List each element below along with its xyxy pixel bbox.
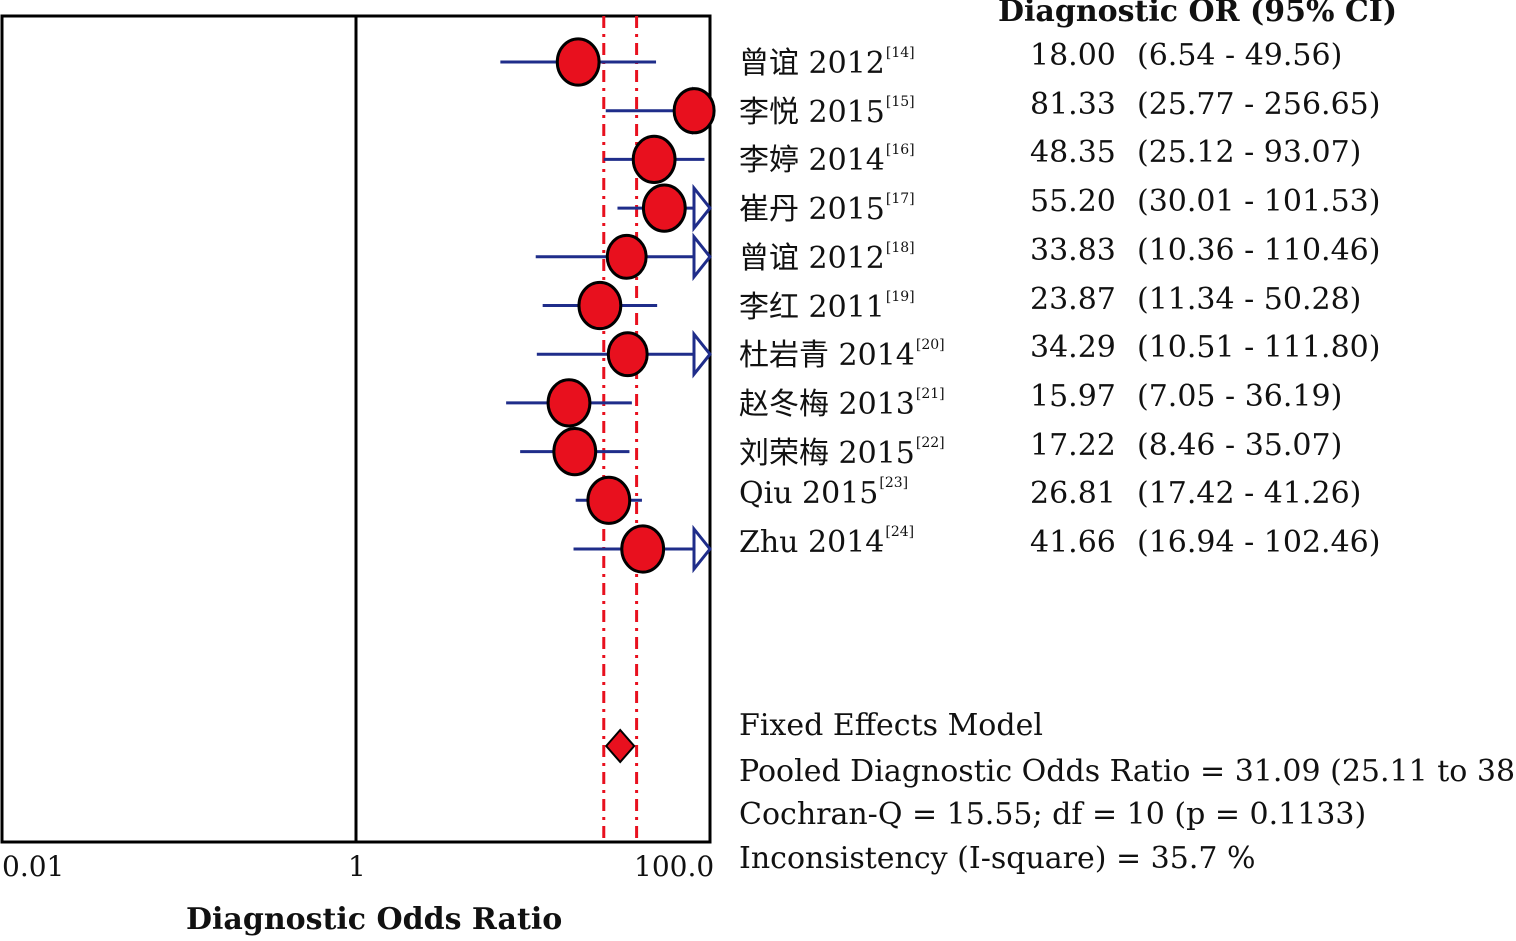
study-row: 李婷 2014[16] 48.35 (25.12 - 93.07): [0, 135, 1516, 178]
study-name: 李悦 2015[15]: [739, 93, 915, 130]
summary-pooled-or: Pooled Diagnostic Odds Ratio = 31.09 (25…: [739, 754, 1516, 789]
x-tick-label: 0.01: [2, 850, 65, 883]
study-or-value: 81.33: [1030, 86, 1116, 122]
or-point: [631, 134, 677, 184]
study-row: 曾谊 2012[14] 18.00 (6.54 - 49.56): [0, 38, 1516, 81]
ci-arrow: [692, 183, 712, 233]
study-or-value: 33.83: [1030, 232, 1116, 268]
study-reference: [19]: [885, 288, 915, 305]
study-reference: [16]: [885, 142, 915, 159]
study-reference: [15]: [885, 93, 915, 110]
or-point: [672, 87, 716, 135]
study-row: 赵冬梅 2013[21] 15.97 (7.05 - 36.19): [0, 378, 1516, 422]
study-name: 赵冬梅 2013[21]: [739, 385, 945, 422]
pooled-estimate-diamond: [604, 728, 636, 764]
summary-cochran-q: Cochran-Q = 15.55; df = 10 (p = 0.1133): [739, 797, 1367, 832]
study-ci-value: (16.94 - 102.46): [1137, 525, 1381, 560]
study-ci-value: (6.54 - 49.56): [1137, 38, 1343, 73]
study-reference: [21]: [915, 385, 945, 402]
study-mark: [617, 183, 712, 233]
x-axis-label: Diagnostic Odds Ratio: [186, 902, 563, 937]
study-ci-value: (7.05 - 36.19): [1137, 378, 1343, 414]
study-reference: [18]: [885, 239, 915, 256]
study-mark: [573, 524, 712, 574]
study-or-value: 15.97: [1030, 378, 1116, 414]
study-reference: [17]: [885, 191, 915, 208]
study-name: 曾谊 2012[14]: [739, 45, 915, 81]
study-marks: [500, 37, 716, 574]
study-reference: [14]: [885, 45, 915, 61]
x-tick-label: 100.0: [634, 850, 715, 883]
study-reference: [20]: [915, 337, 945, 354]
study-row: 李红 2011[19] 23.87 (11.34 - 50.28): [0, 281, 1516, 325]
study-row: 曾谊 2012[18] 33.83 (10.36 - 110.46): [0, 232, 1516, 276]
study-mark: [520, 427, 630, 477]
study-reference: [23]: [879, 475, 909, 492]
study-ci-value: (17.42 - 41.26): [1137, 476, 1362, 512]
study-name: 李婷 2014[16]: [739, 142, 915, 179]
study-row: 崔丹 2015[17] 55.20 (30.01 - 101.53): [0, 184, 1516, 227]
study-reference: [24]: [885, 524, 915, 540]
study-mark: [535, 232, 712, 282]
study-mark: [603, 134, 705, 184]
study-name: 刘荣梅 2015[22]: [739, 434, 945, 471]
study-ci-value: (25.12 - 93.07): [1137, 135, 1362, 171]
study-reference: [22]: [915, 434, 945, 451]
study-or-value: 18.00: [1030, 38, 1116, 73]
study-mark: [506, 378, 632, 428]
study-or-value: 48.35: [1030, 135, 1116, 171]
study-row: 刘荣梅 2015[22] 17.22 (8.46 - 35.07): [0, 427, 1516, 471]
study-row: Qiu 2015[23] 26.81 (17.42 - 41.26): [0, 475, 1516, 516]
study-or-value: 41.66: [1030, 525, 1116, 560]
summary-model: Fixed Effects Model: [739, 708, 1043, 743]
study-ci-value: (11.34 - 50.28): [1137, 281, 1362, 317]
study-mark: [575, 475, 642, 525]
study-ci-value: (10.51 - 111.80): [1137, 330, 1381, 366]
or-point: [577, 280, 623, 331]
summary-inconsistency: Inconsistency (I-square) = 35.7 %: [739, 841, 1256, 876]
study-row: 杜岩青 2014[20] 34.29 (10.51 - 111.80): [0, 330, 1516, 373]
or-point: [620, 524, 666, 574]
study-name: 崔丹 2015[17]: [739, 191, 915, 228]
study-or-value: 34.29: [1030, 330, 1116, 366]
study-or-value: 26.81: [1030, 476, 1116, 512]
study-mark: [542, 280, 658, 331]
study-or-value: 23.87: [1030, 281, 1116, 317]
x-tick-label: 1: [348, 850, 366, 883]
study-mark: [605, 86, 716, 135]
column-header: Diagnostic OR (95% CI): [998, 0, 1398, 29]
study-ci-value: (10.36 - 110.46): [1137, 232, 1381, 268]
ci-arrow: [692, 329, 712, 379]
study-mark: [536, 329, 712, 379]
ci-arrow: [692, 232, 712, 282]
study-row: Zhu 2014[24] 41.66 (16.94 - 102.46): [0, 524, 1516, 565]
study-mark: [500, 37, 657, 87]
study-name: 曾谊 2012[18]: [739, 239, 915, 276]
or-point: [641, 183, 687, 233]
study-name: Zhu 2014[24]: [739, 524, 915, 560]
study-row: 李悦 2015[15] 81.33 (25.77 - 256.65): [0, 86, 1516, 130]
study-ci-value: (8.46 - 35.07): [1137, 427, 1343, 463]
study-name: 杜岩青 2014[20]: [739, 337, 945, 374]
or-point: [555, 37, 601, 87]
ci-arrow: [692, 524, 712, 574]
study-or-value: 17.22: [1030, 427, 1116, 463]
study-ci-value: (30.01 - 101.53): [1137, 184, 1381, 220]
or-point: [605, 233, 648, 280]
or-point: [606, 331, 649, 378]
study-name: 李红 2011[19]: [739, 288, 915, 325]
or-point: [552, 427, 598, 477]
or-point: [586, 475, 632, 525]
or-point: [546, 378, 592, 428]
study-or-value: 55.20: [1030, 184, 1116, 220]
study-ci-value: (25.77 - 256.65): [1137, 86, 1381, 122]
study-name: Qiu 2015[23]: [739, 475, 909, 512]
